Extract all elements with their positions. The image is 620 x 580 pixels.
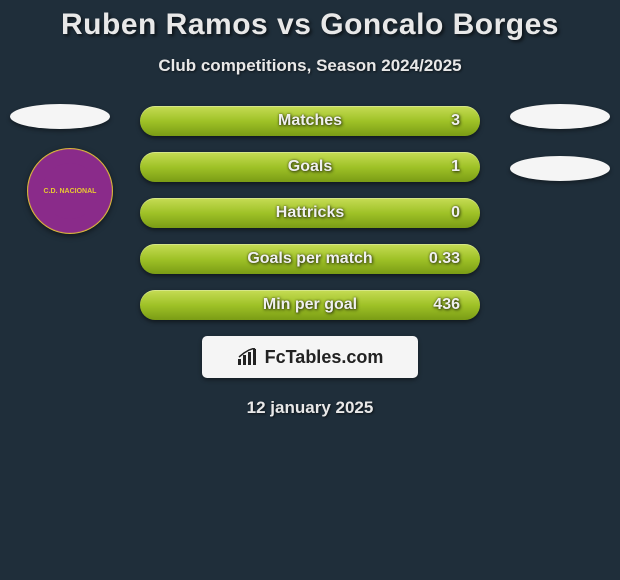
stat-label: Hattricks xyxy=(276,204,344,222)
stat-label: Matches xyxy=(278,112,342,130)
brand-text: FcTables.com xyxy=(265,347,384,368)
stat-label: Goals per match xyxy=(247,250,372,268)
club-crest: C.D. NACIONAL xyxy=(27,148,113,234)
stat-row-goals: Goals 1 xyxy=(140,152,480,182)
stat-value: 3 xyxy=(451,112,460,130)
stat-row-goals-per-match: Goals per match 0.33 xyxy=(140,244,480,274)
avatar-placeholder-left xyxy=(10,104,110,129)
stats-area: C.D. NACIONAL Matches 3 Goals 1 Hattrick… xyxy=(0,106,620,418)
chart-icon xyxy=(237,348,259,366)
club-crest-label: C.D. NACIONAL xyxy=(42,163,98,219)
page-title: Ruben Ramos vs Goncalo Borges xyxy=(0,8,620,42)
stat-value: 436 xyxy=(433,296,460,314)
stat-value: 0 xyxy=(451,204,460,222)
stat-row-hattricks: Hattricks 0 xyxy=(140,198,480,228)
snapshot-date: 12 january 2025 xyxy=(0,398,620,418)
brand-badge: FcTables.com xyxy=(202,336,418,378)
avatar-placeholder-right-1 xyxy=(510,104,610,129)
page-subtitle: Club competitions, Season 2024/2025 xyxy=(0,56,620,76)
avatar-placeholder-right-2 xyxy=(510,156,610,181)
stat-row-min-per-goal: Min per goal 436 xyxy=(140,290,480,320)
comparison-card: Ruben Ramos vs Goncalo Borges Club compe… xyxy=(0,0,620,418)
stat-value: 0.33 xyxy=(429,250,460,268)
stat-row-matches: Matches 3 xyxy=(140,106,480,136)
stat-label: Min per goal xyxy=(263,296,357,314)
stat-value: 1 xyxy=(451,158,460,176)
stat-bars: Matches 3 Goals 1 Hattricks 0 Goals per … xyxy=(140,106,480,320)
stat-label: Goals xyxy=(288,158,332,176)
